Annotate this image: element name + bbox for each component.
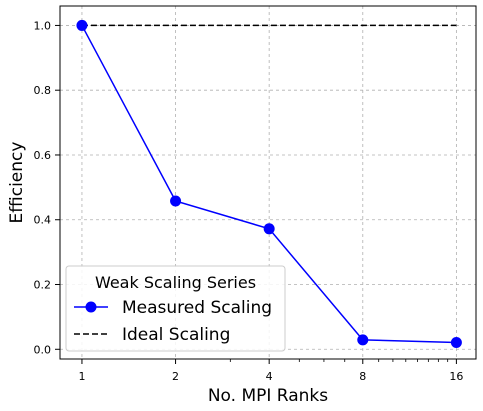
y-tick-label: 1.0 bbox=[34, 19, 52, 32]
legend-entries: Measured Scaling Ideal Scaling bbox=[74, 298, 272, 345]
measured-scaling-point bbox=[450, 336, 462, 348]
legend-box bbox=[65, 265, 286, 352]
x-tick-label: 8 bbox=[359, 370, 366, 383]
measured-scaling-point bbox=[170, 195, 182, 207]
legend: Weak Scaling Series Measured Scaling Idea… bbox=[65, 265, 286, 352]
series-layer bbox=[76, 19, 462, 348]
measured-scaling-point bbox=[263, 223, 275, 235]
ticks: 1 2 4 8 16 0.0 0.2 0.4 0.6 0.8 1.0 bbox=[34, 19, 464, 383]
legend-label: Measured Scaling bbox=[122, 298, 272, 318]
measured-scaling-point bbox=[76, 19, 88, 31]
y-tick-label: 0.0 bbox=[34, 343, 52, 356]
x-axis-label: No. MPI Ranks bbox=[208, 386, 328, 406]
y-tick-label: 0.6 bbox=[34, 149, 52, 162]
plot-frame bbox=[59, 5, 477, 360]
x-tick-label: 2 bbox=[172, 370, 179, 383]
legend-title: Weak Scaling Series bbox=[95, 273, 256, 292]
legend-label: Ideal Scaling bbox=[122, 325, 230, 345]
x-tick-label: 16 bbox=[449, 370, 463, 383]
y-tick-label: 0.8 bbox=[34, 84, 52, 97]
y-tick-label: 0.4 bbox=[34, 214, 52, 227]
x-tick-label: 4 bbox=[266, 370, 273, 383]
legend-marker bbox=[85, 301, 97, 313]
x-tick-label: 1 bbox=[78, 370, 85, 383]
y-tick-label: 0.2 bbox=[34, 279, 52, 292]
y-axis-label: Efficiency bbox=[7, 142, 27, 224]
measured-scaling-point bbox=[357, 334, 369, 346]
